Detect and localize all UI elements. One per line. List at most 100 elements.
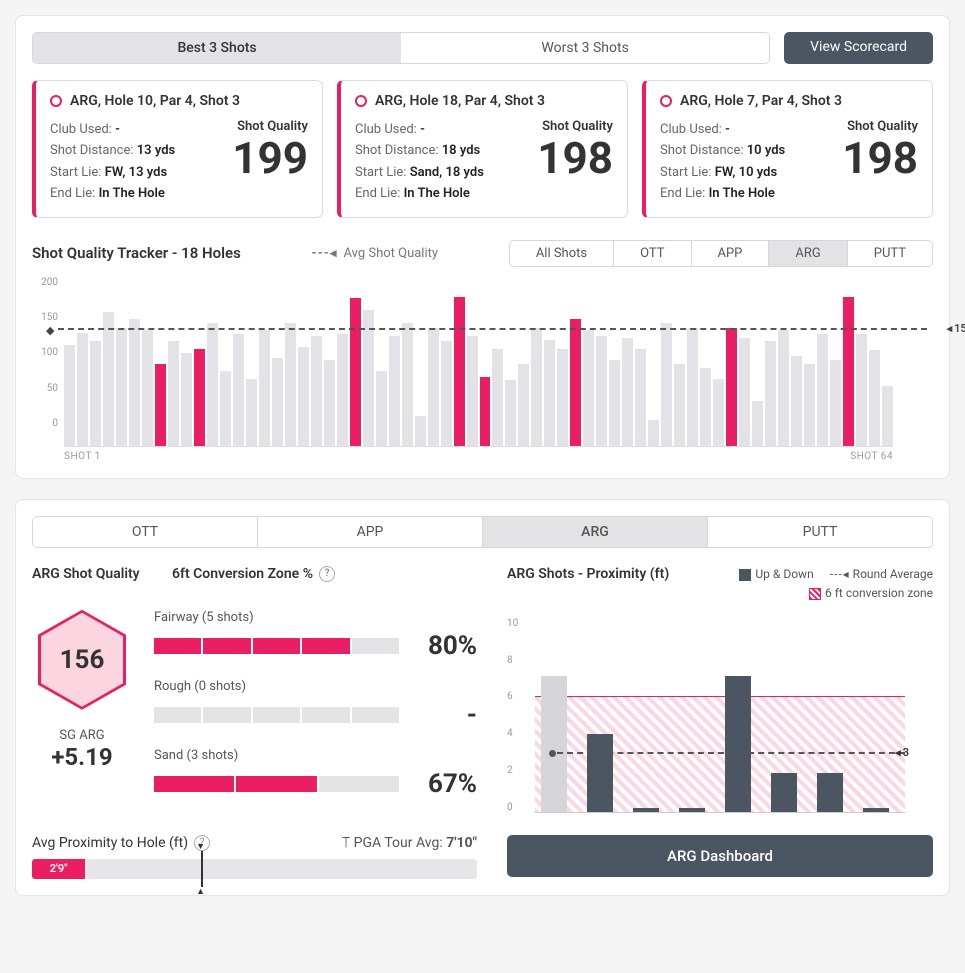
tracker-bar[interactable] [752, 401, 763, 446]
tracker-bar[interactable] [648, 420, 659, 446]
tracker-bar[interactable] [622, 338, 633, 446]
tracker-bar[interactable] [220, 371, 231, 446]
tracker-bar[interactable] [142, 330, 153, 445]
x-label-start: SHOT 1 [64, 451, 101, 462]
prox-bar[interactable] [725, 676, 751, 812]
tracker-bar[interactable] [311, 336, 322, 446]
tracker-bar[interactable] [155, 364, 166, 446]
tracker-bar[interactable] [843, 297, 854, 446]
tab-worst-shots[interactable]: Worst 3 Shots [401, 33, 769, 63]
tracker-bar[interactable] [103, 312, 114, 446]
prox-bar[interactable] [679, 808, 705, 812]
tracker-bar[interactable] [492, 349, 503, 446]
tracker-bar[interactable] [882, 386, 893, 446]
tracker-bar[interactable] [791, 356, 802, 445]
tracker-bar[interactable] [570, 319, 581, 446]
quality-value: 198 [842, 136, 918, 180]
tracker-bar[interactable] [402, 323, 413, 446]
help-icon[interactable]: ? [319, 566, 335, 582]
conv-seg [253, 707, 300, 723]
view-scorecard-button[interactable]: View Scorecard [784, 32, 933, 64]
bottom-tab-arg[interactable]: ARG [483, 517, 708, 547]
tracker-bar[interactable] [804, 364, 815, 446]
tracker-bar[interactable] [337, 334, 348, 446]
filter-all-shots[interactable]: All Shots [510, 241, 614, 266]
tracker-bar[interactable] [467, 336, 478, 446]
tracker-bar[interactable] [233, 334, 244, 446]
tracker-bar[interactable] [181, 353, 192, 446]
tracker-bar[interactable] [583, 330, 594, 445]
tracker-bar[interactable] [544, 340, 555, 446]
dash-icon: ---◂ [830, 567, 850, 581]
tracker-bar[interactable] [635, 349, 646, 446]
tracker-bar[interactable] [869, 350, 880, 445]
tracker-bar[interactable] [363, 310, 374, 446]
tracker-bar[interactable] [415, 416, 426, 446]
tracker-bar[interactable] [596, 336, 607, 446]
tracker-bar[interactable] [207, 323, 218, 446]
tab-best-shots[interactable]: Best 3 Shots [33, 33, 401, 63]
tracker-bar[interactable] [246, 379, 257, 446]
bottom-right-col: ARG Shots - Proximity (ft) Up & Down ---… [507, 566, 933, 879]
tracker-bar[interactable] [324, 360, 335, 446]
shot-card[interactable]: ARG, Hole 7, Par 4, Shot 3 Club Used: - … [642, 80, 933, 218]
prox-bar[interactable] [817, 773, 843, 812]
tracker-bar[interactable] [441, 341, 452, 445]
tracker-bar[interactable] [129, 319, 140, 446]
tracker-bar[interactable] [272, 358, 283, 446]
bottom-tab-row: OTTAPPARGPUTT [32, 516, 933, 548]
prox-y-tick: 4 [507, 728, 518, 739]
filter-putt[interactable]: PUTT [848, 241, 932, 266]
bottom-tab-putt[interactable]: PUTT [708, 517, 932, 547]
tracker-bar[interactable] [454, 297, 465, 446]
conv-label: Rough (0 shots) [154, 679, 477, 694]
prox-bar[interactable] [587, 734, 613, 812]
tracker-bar[interactable] [389, 336, 400, 446]
tracker-bar[interactable] [856, 334, 867, 446]
tracker-bar[interactable] [817, 334, 828, 446]
conversion-row: Rough (0 shots) - [154, 679, 477, 730]
shot-card[interactable]: ARG, Hole 10, Par 4, Shot 3 Club Used: -… [32, 80, 323, 218]
tracker-bar[interactable] [713, 379, 724, 446]
bottom-tab-app[interactable]: APP [258, 517, 483, 547]
bottom-tab-ott[interactable]: OTT [33, 517, 258, 547]
tracker-bar[interactable] [726, 328, 737, 446]
tracker-bar[interactable] [194, 349, 205, 446]
tracker-bar[interactable] [480, 377, 491, 446]
tracker-bar[interactable] [350, 298, 361, 446]
tracker-bar[interactable] [765, 341, 776, 445]
tracker-bar[interactable] [168, 341, 179, 445]
tracker-bar[interactable] [687, 328, 698, 446]
filter-ott[interactable]: OTT [614, 241, 691, 266]
tracker-bar[interactable] [531, 328, 542, 446]
tracker-bar[interactable] [505, 380, 516, 446]
tracker-bar[interactable] [830, 360, 841, 446]
tracker-bar[interactable] [116, 328, 127, 446]
tracker-bar[interactable] [376, 371, 387, 446]
filter-app[interactable]: APP [692, 241, 770, 266]
prox-bar[interactable] [541, 676, 567, 812]
filter-arg[interactable]: ARG [769, 241, 847, 266]
arg-dashboard-button[interactable]: ARG Dashboard [507, 835, 933, 877]
tracker-bar[interactable] [778, 330, 789, 445]
tracker-bar[interactable] [700, 368, 711, 446]
tracker-bar[interactable] [428, 328, 439, 446]
shot-card[interactable]: ARG, Hole 18, Par 4, Shot 3 Club Used: -… [337, 80, 628, 218]
tracker-bar[interactable] [259, 330, 270, 445]
tracker-bar[interactable] [518, 364, 529, 446]
tracker-bar[interactable] [557, 349, 568, 446]
tracker-bar[interactable] [285, 323, 296, 446]
shot-details: Club Used: - Shot Distance: 10 yds Start… [660, 119, 785, 205]
tracker-bar[interactable] [64, 345, 75, 446]
prox-bar[interactable] [771, 773, 797, 812]
prox-bar[interactable] [633, 808, 659, 812]
tracker-bar[interactable] [609, 360, 620, 446]
tracker-bar[interactable] [661, 323, 672, 446]
tracker-bar[interactable] [90, 341, 101, 445]
tracker-bar[interactable] [77, 333, 88, 446]
tracker-bar[interactable] [298, 347, 309, 445]
prox-bar[interactable] [863, 808, 889, 812]
tracker-bar[interactable] [674, 364, 685, 446]
tracker-bar[interactable] [739, 338, 750, 446]
x-label-end: SHOT 64 [850, 451, 893, 462]
